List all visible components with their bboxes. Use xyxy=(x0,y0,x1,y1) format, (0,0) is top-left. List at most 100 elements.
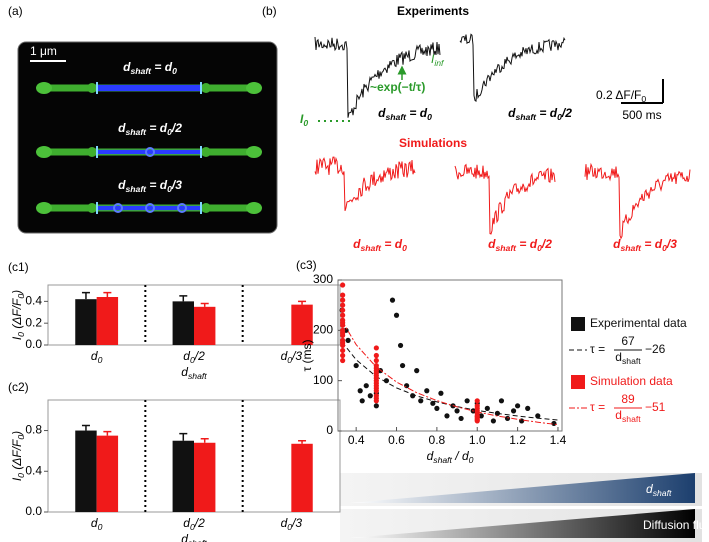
spine-head xyxy=(246,82,262,94)
text-part: d xyxy=(615,350,622,364)
y-tick-label: 0 xyxy=(326,423,333,437)
data-point xyxy=(515,403,521,409)
text-part: d xyxy=(183,516,190,530)
data-point xyxy=(535,413,541,419)
data-point xyxy=(373,345,379,351)
subscript: shaft xyxy=(188,538,207,542)
data-point xyxy=(373,403,379,409)
scale-label: 500 ms xyxy=(622,108,661,122)
text-part: d xyxy=(123,60,131,74)
subscript: shaft xyxy=(495,243,517,253)
subscript: 0 xyxy=(16,294,26,299)
data-point xyxy=(519,418,525,424)
data-point xyxy=(484,405,490,411)
text-part: d xyxy=(281,516,288,530)
subscript: shaft xyxy=(620,243,642,253)
subscript: 0 xyxy=(469,455,474,465)
data-point xyxy=(404,383,410,389)
error-bar xyxy=(179,432,188,441)
text-part: /3 xyxy=(291,349,302,363)
legend-formula: τ = xyxy=(590,342,605,356)
neurite-label: dshaft = d0 xyxy=(123,60,177,76)
data-point xyxy=(340,322,346,328)
x-tick-label: 1.4 xyxy=(550,433,567,447)
shaft-node xyxy=(145,147,155,157)
data-point xyxy=(345,337,351,343)
data-point xyxy=(525,405,531,411)
subscript: 0 xyxy=(557,112,562,122)
spine-bulge xyxy=(201,147,211,157)
bar xyxy=(172,440,194,512)
text-part: /3 xyxy=(666,237,677,251)
legend-formula: 89 xyxy=(621,392,635,406)
error-bar xyxy=(81,424,90,431)
subscript: 0 xyxy=(537,243,542,253)
data-point xyxy=(357,388,363,394)
subscript: 0 xyxy=(402,243,407,253)
text-part: (ΔF/F xyxy=(10,298,24,332)
data-point xyxy=(424,388,430,394)
legend-swatch xyxy=(571,317,585,331)
data-point xyxy=(389,297,396,303)
y-tick-label: 0.8 xyxy=(25,423,42,437)
fit-curve xyxy=(341,341,559,421)
flux-wedge xyxy=(350,509,695,538)
x-tick-label: 0.4 xyxy=(348,433,365,447)
data-point xyxy=(410,393,416,399)
data-point xyxy=(474,398,480,404)
text-part: I xyxy=(10,477,24,481)
bar xyxy=(75,430,97,512)
text-part: /2 xyxy=(561,106,572,120)
text-part: = d xyxy=(151,60,173,74)
y-axis-label: I0 (ΔF/F0) xyxy=(10,290,26,340)
subscript: 0 xyxy=(16,473,26,478)
legend-formula: −51 xyxy=(645,400,666,414)
error-bar xyxy=(200,302,209,307)
subscript: 0 xyxy=(662,243,667,253)
y-tick-label: 0.0 xyxy=(25,504,42,518)
subscript: shaft xyxy=(433,455,452,465)
data-point xyxy=(340,297,346,303)
panel-label: (c3) xyxy=(296,258,317,272)
text-part: d xyxy=(646,482,653,496)
data-point xyxy=(359,398,365,404)
data-point xyxy=(340,307,346,313)
spine-bulge xyxy=(87,83,97,93)
panel-label: (b) xyxy=(262,4,277,18)
bar xyxy=(172,301,194,345)
data-point xyxy=(418,398,424,404)
error-bar xyxy=(103,430,112,436)
x-tick-label: 0.8 xyxy=(429,433,446,447)
x-tick-label: 1.2 xyxy=(509,433,526,447)
neurite-label: dshaft = d0/3 xyxy=(118,178,182,194)
text-part: = d xyxy=(381,237,403,251)
text-part: 0.2 ΔF/F xyxy=(596,88,641,102)
data-point xyxy=(373,398,379,404)
subscript: shaft xyxy=(622,414,641,424)
data-point xyxy=(444,413,450,419)
text-part: d xyxy=(91,516,98,530)
text-part: d xyxy=(118,121,126,135)
error-bar xyxy=(81,291,90,300)
text-part: = d xyxy=(536,106,558,120)
text-part: = d xyxy=(146,121,168,135)
text-part: /2 xyxy=(194,349,205,363)
text-part: d xyxy=(488,237,496,251)
data-point xyxy=(373,388,379,394)
y-tick-label: 0.2 xyxy=(25,315,42,329)
text-part: d xyxy=(427,449,434,463)
wedge-label: dshaft xyxy=(646,482,672,498)
legend-swatch xyxy=(571,375,585,389)
text-part: d xyxy=(183,349,190,363)
y-tick-label: 0.4 xyxy=(25,463,42,477)
subscript: 0 xyxy=(427,112,432,122)
x-axis-label: dshaft / d0 xyxy=(427,449,474,465)
data-point xyxy=(340,292,346,298)
x-tick-label: d0/2 xyxy=(183,349,205,365)
subscript: 0 xyxy=(98,522,103,532)
subscript: 0 xyxy=(287,522,292,532)
wedge-label: Diffusion flux xyxy=(643,518,709,532)
data-point xyxy=(434,405,440,411)
error-bar xyxy=(298,300,307,305)
